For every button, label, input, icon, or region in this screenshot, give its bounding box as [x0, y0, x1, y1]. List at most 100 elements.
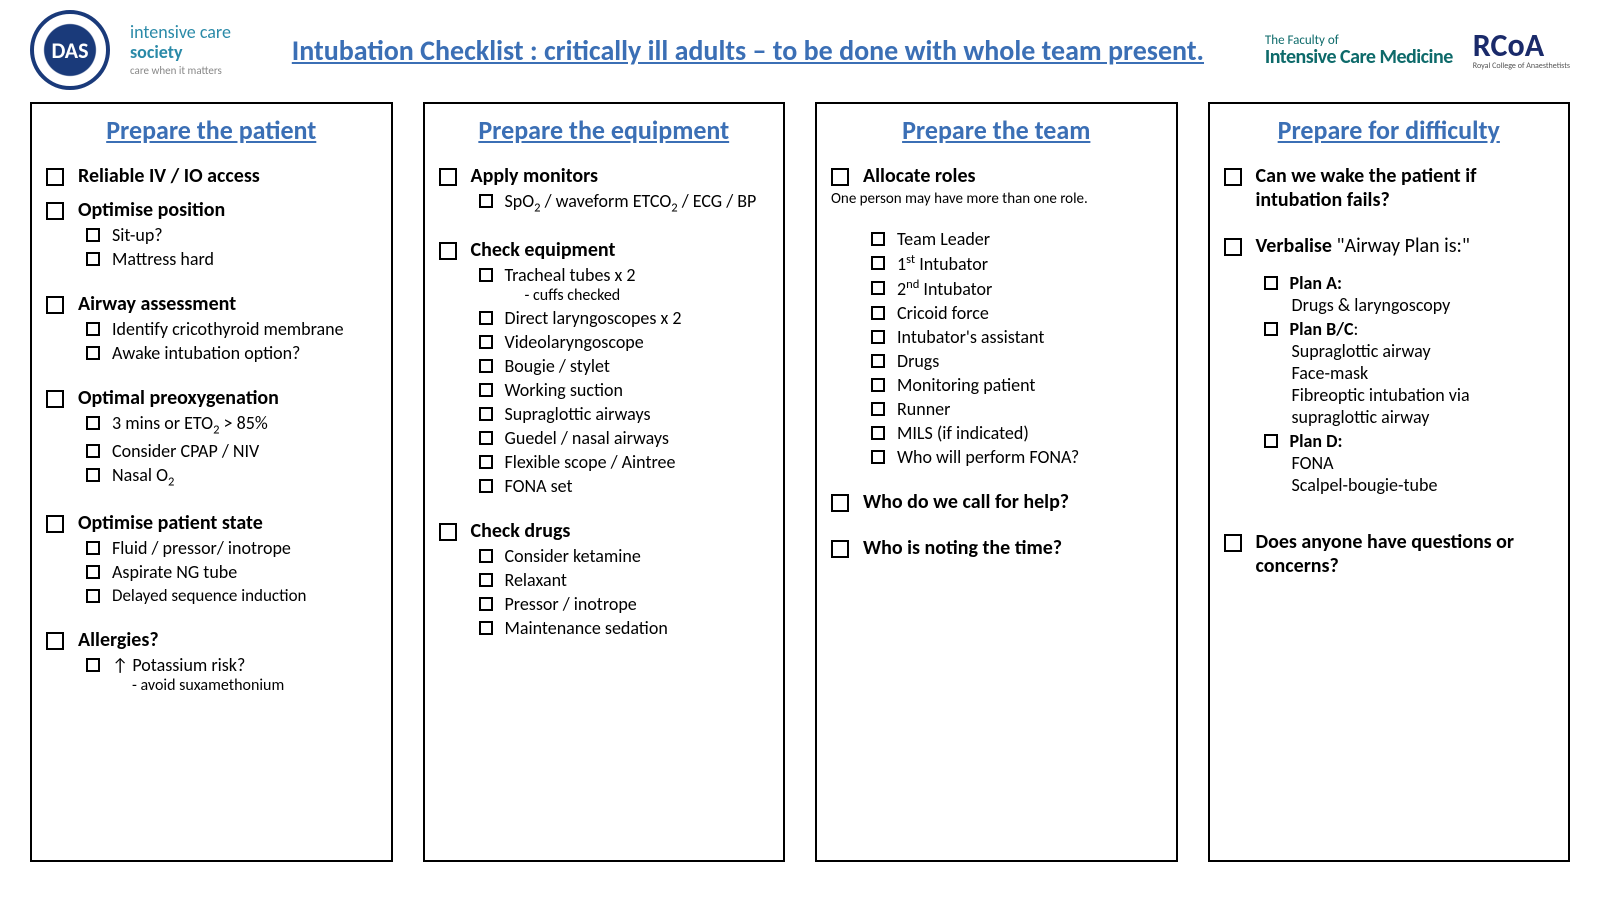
plan-body: Supraglottic airway — [1292, 340, 1555, 362]
columns-container: Prepare the patient Reliable IV / IO acc… — [30, 102, 1570, 862]
checkbox-icon — [479, 335, 493, 349]
check-subitem: Cricoid force — [871, 302, 1162, 324]
plan-body: Scalpel-bougie-tube — [1292, 474, 1555, 496]
check-item: Can we wake the patient if intubation fa… — [1224, 164, 1555, 212]
checkbox-icon — [831, 168, 849, 186]
checkbox-icon — [46, 632, 64, 650]
role-note: One person may have more than one role. — [831, 190, 1162, 208]
check-subitem: Runner — [871, 398, 1162, 420]
das-logo-icon: DAS — [30, 10, 110, 90]
check-item: Allergies? — [46, 628, 377, 652]
check-subitem: Plan B/C: — [1264, 318, 1555, 340]
checkbox-icon — [86, 346, 100, 360]
check-subitem: MILS (if indicated) — [871, 422, 1162, 444]
checkbox-icon — [871, 354, 885, 368]
check-subitem: Working suction — [479, 379, 770, 401]
checkbox-icon — [479, 549, 493, 563]
check-item: Reliable IV / IO access — [46, 164, 377, 188]
check-subitem: Consider CPAP / NIV — [86, 440, 377, 462]
checkbox-icon — [479, 573, 493, 587]
check-subitem: Intubator's assistant — [871, 326, 1162, 348]
check-subitem: Monitoring patient — [871, 374, 1162, 396]
panel-title: Prepare for difficulty — [1224, 114, 1555, 146]
check-subitem: Plan A: — [1264, 272, 1555, 294]
checkbox-icon — [871, 378, 885, 392]
checkbox-icon — [871, 330, 885, 344]
check-subitem: Relaxant — [479, 569, 770, 591]
checkbox-icon — [86, 252, 100, 266]
checkbox-icon — [479, 597, 493, 611]
plan-body: Fibreoptic intubation via supraglottic a… — [1292, 384, 1555, 428]
panel-prepare-patient: Prepare the patient Reliable IV / IO acc… — [30, 102, 393, 862]
checkbox-icon — [1224, 534, 1242, 552]
checkbox-icon — [439, 523, 457, 541]
check-subitem: Plan D: — [1264, 430, 1555, 452]
panel-title: Prepare the team — [831, 114, 1162, 146]
check-subitem: ↑ Potassium risk? — [86, 654, 377, 676]
panel-title: Prepare the patient — [46, 114, 377, 146]
check-subitem: Drugs — [871, 350, 1162, 372]
check-subitem: Guedel / nasal airways — [479, 427, 770, 449]
checkbox-icon — [1224, 168, 1242, 186]
check-item: Allocate roles — [831, 164, 1162, 188]
checkbox-icon — [479, 455, 493, 469]
checkbox-icon — [479, 407, 493, 421]
check-subitem: Nasal O2 — [86, 464, 377, 490]
checkbox-icon — [46, 202, 64, 220]
check-subitem: Videolaryngoscope — [479, 331, 770, 353]
rcoa-logo-icon: RCoA Royal College of Anaesthetists — [1473, 30, 1570, 70]
check-subitem: Tracheal tubes x 2 — [479, 264, 770, 286]
check-subitem: Delayed sequence induction — [86, 585, 377, 606]
plan-body: Face-mask — [1292, 362, 1555, 384]
checkbox-icon — [479, 431, 493, 445]
check-subitem: 1st Intubator — [871, 252, 1162, 275]
checkbox-icon — [439, 168, 457, 186]
panel-prepare-team: Prepare the team Allocate roles One pers… — [815, 102, 1178, 862]
checkbox-icon — [871, 256, 885, 270]
check-subitem: Awake intubation option? — [86, 342, 377, 364]
checkbox-icon — [479, 479, 493, 493]
sub-note: - cuffs checked — [525, 286, 770, 305]
check-subitem: Pressor / inotrope — [479, 593, 770, 615]
checkbox-icon — [479, 311, 493, 325]
checkbox-icon — [86, 589, 100, 603]
checkbox-icon — [86, 468, 100, 482]
check-subitem: Sit-up? — [86, 224, 377, 246]
checkbox-icon — [871, 402, 885, 416]
checkbox-icon — [86, 322, 100, 336]
check-subitem: Fluid / pressor/ inotrope — [86, 537, 377, 559]
checkbox-icon — [1264, 322, 1278, 336]
ics-logo-icon: intensive care society care when it matt… — [130, 23, 231, 77]
check-subitem: Aspirate NG tube — [86, 561, 377, 583]
check-subitem: Supraglottic airways — [479, 403, 770, 425]
checkbox-icon — [479, 621, 493, 635]
checkbox-icon — [871, 306, 885, 320]
check-item: Who is noting the time? — [831, 536, 1162, 560]
check-subitem: Team Leader — [871, 228, 1162, 250]
check-subitem: SpO2 / waveform ETCO2 / ECG / BP — [479, 190, 770, 216]
checkbox-icon — [439, 242, 457, 260]
checkbox-icon — [871, 281, 885, 295]
checkbox-icon — [1264, 434, 1278, 448]
plan-body: FONA — [1292, 452, 1555, 474]
sub-note: - avoid suxamethonium — [132, 676, 377, 695]
checkbox-icon — [871, 450, 885, 464]
checkbox-icon — [479, 194, 493, 208]
panel-prepare-difficulty: Prepare for difficulty Can we wake the p… — [1208, 102, 1571, 862]
check-item: Apply monitors — [439, 164, 770, 188]
checkbox-icon — [46, 168, 64, 186]
check-item: Check drugs — [439, 519, 770, 543]
check-subitem: Bougie / stylet — [479, 355, 770, 377]
checkbox-icon — [1264, 276, 1278, 290]
check-subitem: Maintenance sedation — [479, 617, 770, 639]
check-subitem: Mattress hard — [86, 248, 377, 270]
checkbox-icon — [479, 383, 493, 397]
check-item: Who do we call for help? — [831, 490, 1162, 514]
check-subitem: Identify cricothyroid membrane — [86, 318, 377, 340]
checkbox-icon — [871, 426, 885, 440]
check-subitem: Flexible scope / Aintree — [479, 451, 770, 473]
ficm-logo-icon: The Faculty of Intensive Care Medicine — [1265, 34, 1453, 67]
checkbox-icon — [86, 541, 100, 555]
check-item: Does anyone have questions or concerns? — [1224, 530, 1555, 578]
checkbox-icon — [46, 390, 64, 408]
